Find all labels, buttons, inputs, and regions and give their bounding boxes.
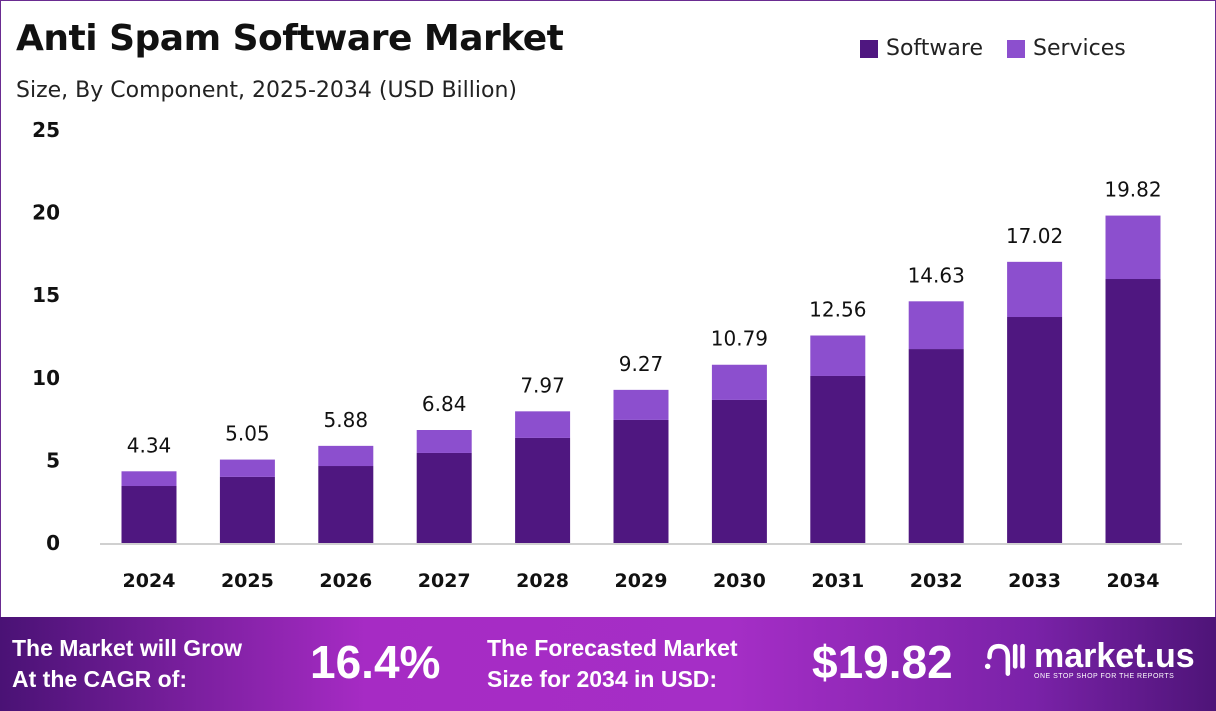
total-label-2033: 17.02 bbox=[1006, 224, 1063, 248]
chart-plot: 05101520254.3420245.0520255.8820266.8420… bbox=[32, 118, 1182, 592]
chart-subtitle: Size, By Component, 2025-2034 (USD Billi… bbox=[16, 78, 517, 103]
total-label-2027: 6.84 bbox=[422, 392, 467, 416]
forecast-label-line2: Size for 2034 in USD: bbox=[487, 666, 718, 692]
bar-software-2031 bbox=[810, 375, 866, 543]
bar-services-2026 bbox=[318, 445, 374, 467]
bar-software-2032 bbox=[908, 349, 964, 543]
cagr-label-line2: At the CAGR of: bbox=[12, 666, 188, 692]
bar-services-2032 bbox=[908, 301, 964, 350]
bar-services-2034 bbox=[1105, 215, 1161, 280]
total-label-2029: 9.27 bbox=[619, 352, 664, 376]
x-tick-label: 2027 bbox=[418, 570, 471, 592]
cagr-label-line1: The Market will Grow bbox=[12, 635, 243, 661]
bar-software-2029 bbox=[613, 419, 669, 543]
legend-label: Services bbox=[1032, 36, 1126, 61]
legend: Software Services bbox=[860, 36, 1126, 61]
total-label-2024: 4.34 bbox=[127, 433, 172, 457]
x-tick-label: 2026 bbox=[319, 570, 372, 592]
bar-software-2034 bbox=[1105, 279, 1161, 543]
forecast-value: $19.82 bbox=[812, 636, 953, 688]
total-label-2026: 5.88 bbox=[324, 408, 369, 432]
legend-label: Software bbox=[886, 36, 983, 61]
brand-logo: market.us ONE STOP SHOP FOR THE REPORTS bbox=[984, 637, 1195, 681]
total-label-2028: 7.97 bbox=[520, 373, 565, 397]
x-tick-label: 2028 bbox=[516, 570, 569, 592]
legend-swatch-software bbox=[860, 39, 878, 58]
brand-name: market.us bbox=[1034, 636, 1195, 675]
brand-logo-icon bbox=[984, 643, 1025, 676]
x-tick-label: 2033 bbox=[1008, 570, 1061, 592]
y-tick-label: 15 bbox=[32, 283, 60, 307]
y-tick-label: 20 bbox=[32, 201, 60, 225]
total-label-2030: 10.79 bbox=[711, 327, 768, 351]
legend-item-software: Software bbox=[860, 36, 983, 61]
brand-tagline: ONE STOP SHOP FOR THE REPORTS bbox=[1034, 672, 1175, 680]
bar-software-2027 bbox=[416, 452, 472, 543]
bar-software-2026 bbox=[318, 466, 374, 543]
y-tick-label: 25 bbox=[32, 118, 60, 142]
chart-title: Anti Spam Software Market bbox=[16, 18, 564, 59]
bar-services-2029 bbox=[613, 389, 669, 420]
cagr-label: The Market will Grow At the CAGR of: bbox=[12, 633, 242, 695]
footer-banner: The Market will Grow At the CAGR of: 16.4… bbox=[0, 617, 1216, 711]
cagr-value: 16.4% bbox=[310, 636, 441, 688]
bar-software-2030 bbox=[711, 399, 767, 543]
bar-services-2027 bbox=[416, 430, 472, 453]
forecast-label-line1: The Forecasted Market bbox=[487, 635, 738, 661]
y-tick-label: 5 bbox=[46, 448, 60, 472]
bar-services-2033 bbox=[1007, 261, 1063, 318]
y-tick-label: 10 bbox=[32, 366, 60, 390]
x-tick-label: 2031 bbox=[811, 570, 864, 592]
bar-software-2024 bbox=[121, 486, 177, 543]
bar-services-2030 bbox=[711, 364, 767, 400]
bar-software-2028 bbox=[515, 437, 571, 543]
bar-services-2031 bbox=[810, 335, 866, 376]
x-tick-label: 2029 bbox=[615, 570, 668, 592]
bar-software-2025 bbox=[219, 476, 275, 543]
x-tick-label: 2032 bbox=[910, 570, 963, 592]
total-label-2031: 12.56 bbox=[809, 298, 866, 322]
forecast-label: The Forecasted Market Size for 2034 in US… bbox=[487, 633, 738, 695]
bar-services-2024 bbox=[121, 471, 177, 487]
total-label-2034: 19.82 bbox=[1104, 178, 1161, 202]
x-tick-label: 2034 bbox=[1107, 570, 1160, 592]
y-tick-label: 0 bbox=[46, 531, 60, 555]
x-tick-label: 2030 bbox=[713, 570, 766, 592]
bar-services-2028 bbox=[515, 411, 571, 438]
total-label-2025: 5.05 bbox=[225, 422, 270, 446]
x-tick-label: 2024 bbox=[123, 570, 176, 592]
total-label-2032: 14.63 bbox=[908, 263, 965, 287]
legend-swatch-services bbox=[1006, 39, 1025, 58]
bar-services-2025 bbox=[219, 459, 275, 477]
legend-item-services: Services bbox=[1006, 36, 1126, 61]
bar-software-2033 bbox=[1007, 317, 1063, 543]
x-tick-label: 2025 bbox=[221, 570, 274, 592]
